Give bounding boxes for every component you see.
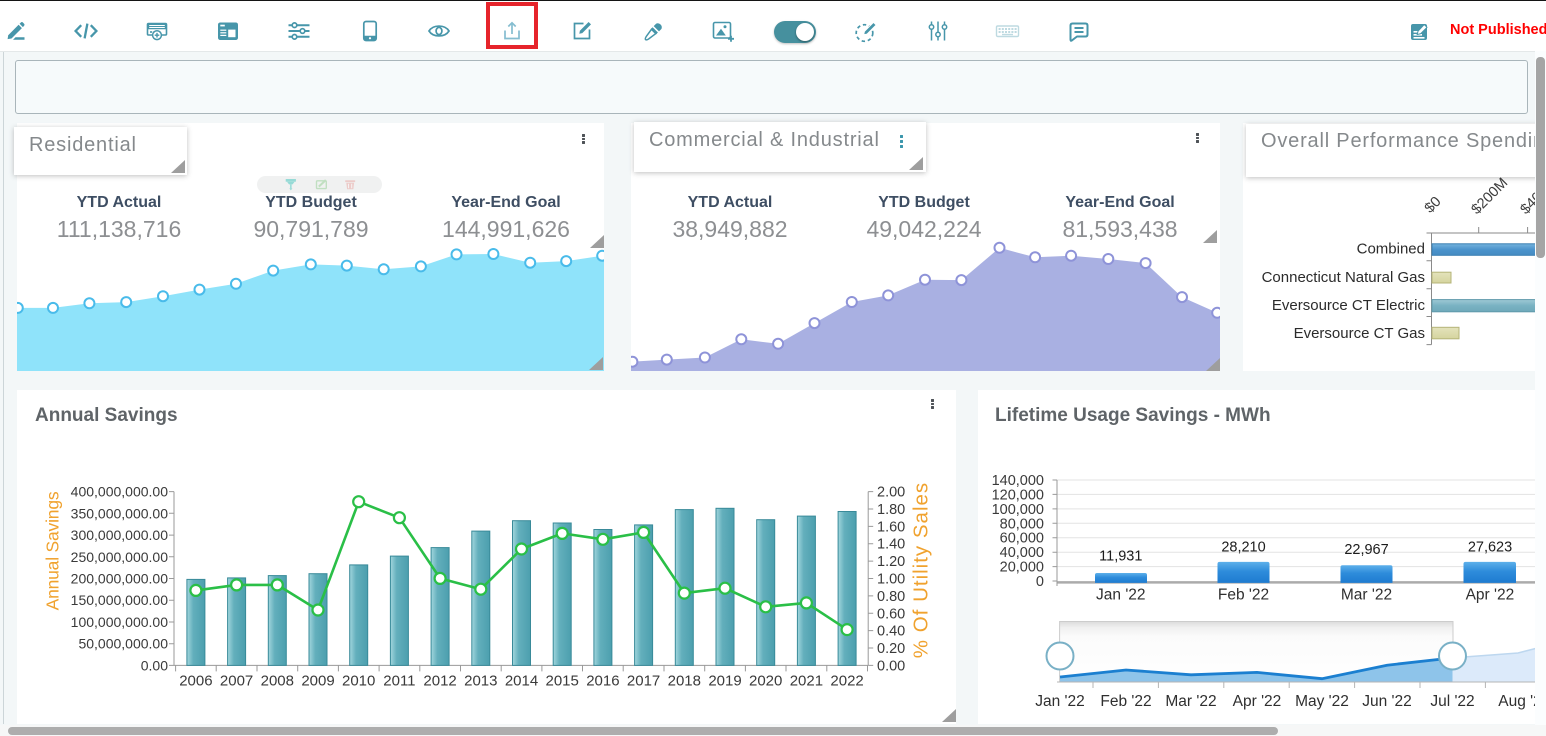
svg-text:0: 0 xyxy=(1036,574,1044,590)
svg-text:Mar '22: Mar '22 xyxy=(1165,693,1216,710)
svg-text:1.20: 1.20 xyxy=(877,554,905,570)
svg-text:$200M: $200M xyxy=(1469,175,1512,218)
svg-text:Jan '22: Jan '22 xyxy=(1096,587,1146,604)
svg-text:Feb '22: Feb '22 xyxy=(1218,587,1269,604)
svg-text:Connecticut Natural Gas: Connecticut Natural Gas xyxy=(1262,269,1425,286)
svg-text:140,000: 140,000 xyxy=(992,473,1044,489)
svg-text:Apr '22: Apr '22 xyxy=(1233,693,1282,710)
svg-text:28,210: 28,210 xyxy=(1221,540,1265,556)
svg-text:Jul '22: Jul '22 xyxy=(1430,693,1474,710)
svg-text:60,000: 60,000 xyxy=(1000,531,1044,547)
svg-text:27,623: 27,623 xyxy=(1468,540,1512,556)
svg-text:11,931: 11,931 xyxy=(1099,549,1142,565)
svg-text:2019: 2019 xyxy=(708,673,741,690)
svg-text:1.40: 1.40 xyxy=(877,537,905,553)
svg-text:150,000,000.00: 150,000,000.00 xyxy=(71,592,169,608)
svg-text:1.00: 1.00 xyxy=(877,572,905,588)
svg-text:100,000: 100,000 xyxy=(992,502,1044,518)
svg-text:1.80: 1.80 xyxy=(877,502,905,518)
svg-text:2012: 2012 xyxy=(423,673,456,690)
svg-text:20,000: 20,000 xyxy=(1000,560,1044,576)
svg-text:Jun '22: Jun '22 xyxy=(1362,693,1412,710)
svg-text:2022: 2022 xyxy=(830,673,863,690)
svg-text:2021: 2021 xyxy=(790,673,823,690)
svg-text:Combined: Combined xyxy=(1357,241,1425,258)
svg-text:40,000: 40,000 xyxy=(1000,545,1044,561)
svg-text:0.80: 0.80 xyxy=(877,589,905,605)
svg-text:0.00: 0.00 xyxy=(877,658,905,674)
svg-text:2014: 2014 xyxy=(505,673,538,690)
svg-text:2.00: 2.00 xyxy=(877,485,905,501)
svg-text:2015: 2015 xyxy=(546,673,579,690)
svg-text:2008: 2008 xyxy=(261,673,294,690)
svg-text:0.20: 0.20 xyxy=(877,641,905,657)
svg-text:2011: 2011 xyxy=(383,673,415,690)
svg-text:Feb '22: Feb '22 xyxy=(1100,693,1151,710)
svg-text:100,000,000.00: 100,000,000.00 xyxy=(71,614,169,630)
svg-text:$0: $0 xyxy=(1422,194,1445,217)
svg-text:1.60: 1.60 xyxy=(877,519,905,535)
svg-text:0.00: 0.00 xyxy=(141,657,168,673)
svg-text:0.60: 0.60 xyxy=(877,606,905,622)
svg-text:0.40: 0.40 xyxy=(877,624,905,640)
svg-text:Eversource CT Electric: Eversource CT Electric xyxy=(1272,297,1426,314)
svg-text:200,000,000.00: 200,000,000.00 xyxy=(71,571,169,587)
svg-text:2017: 2017 xyxy=(627,673,660,690)
svg-text:22,967: 22,967 xyxy=(1344,542,1388,558)
svg-text:350,000,000.00: 350,000,000.00 xyxy=(71,505,169,521)
svg-text:300,000,000.00: 300,000,000.00 xyxy=(71,527,169,543)
svg-text:50,000,000.00: 50,000,000.00 xyxy=(78,636,168,652)
svg-text:Eversource CT Gas: Eversource CT Gas xyxy=(1294,325,1425,342)
svg-text:2016: 2016 xyxy=(586,673,619,690)
svg-text:80,000: 80,000 xyxy=(1000,516,1044,532)
svg-text:2010: 2010 xyxy=(342,673,375,690)
svg-text:2013: 2013 xyxy=(464,673,497,690)
svg-text:2009: 2009 xyxy=(301,673,334,690)
svg-text:May '22: May '22 xyxy=(1295,693,1349,710)
svg-text:% Of Utility Sales: % Of Utility Sales xyxy=(910,482,933,658)
svg-text:Aug '2: Aug '2 xyxy=(1498,693,1541,710)
svg-text:Jan '22: Jan '22 xyxy=(1035,693,1085,710)
svg-text:Annual Savings: Annual Savings xyxy=(43,491,63,610)
svg-text:400,000,000.00: 400,000,000.00 xyxy=(71,484,169,500)
svg-text:Apr '22: Apr '22 xyxy=(1466,587,1515,604)
svg-text:120,000: 120,000 xyxy=(992,487,1044,503)
svg-text:2020: 2020 xyxy=(749,673,782,690)
svg-text:Mar '22: Mar '22 xyxy=(1341,587,1392,604)
svg-text:2006: 2006 xyxy=(179,673,212,690)
svg-text:2018: 2018 xyxy=(668,673,701,690)
svg-text:2007: 2007 xyxy=(220,673,253,690)
svg-text:250,000,000.00: 250,000,000.00 xyxy=(71,549,169,565)
